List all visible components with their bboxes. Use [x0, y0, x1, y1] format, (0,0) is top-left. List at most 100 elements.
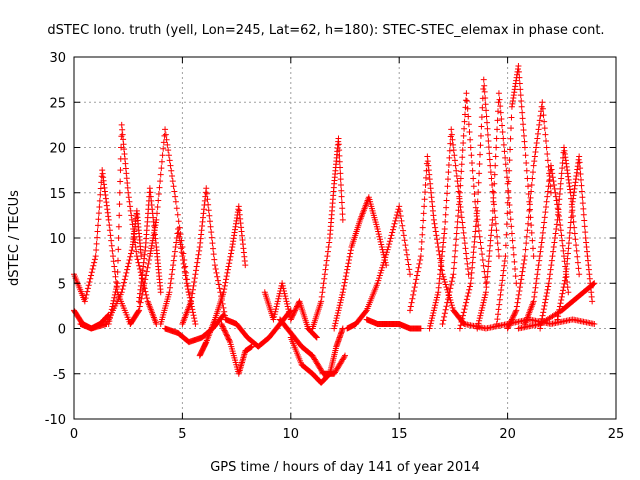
data-point	[116, 189, 123, 196]
data-point	[542, 299, 549, 306]
x-tick-label: 0	[70, 427, 78, 442]
data-point	[540, 112, 547, 119]
data-point	[335, 307, 342, 314]
data-point	[318, 298, 325, 305]
data-point	[337, 176, 344, 183]
data-point	[533, 144, 540, 151]
data-point	[97, 185, 104, 192]
data-point	[379, 262, 386, 269]
data-point	[93, 240, 100, 247]
data-point	[418, 238, 425, 245]
data-point	[507, 216, 514, 223]
data-point	[478, 123, 485, 130]
data-point	[490, 201, 497, 208]
data-point	[338, 199, 345, 206]
data-point	[412, 280, 419, 287]
data-point	[441, 276, 448, 283]
data-point	[526, 201, 533, 208]
data-point	[537, 248, 544, 255]
data-point	[528, 222, 535, 229]
data-point	[115, 246, 122, 253]
data-point	[444, 296, 451, 303]
data-point	[90, 262, 97, 269]
data-point	[442, 306, 449, 313]
data-point	[224, 266, 231, 273]
data-point	[336, 147, 343, 154]
data-point	[522, 246, 529, 253]
data-point	[135, 259, 142, 266]
data-point	[544, 286, 551, 293]
data-point	[539, 105, 546, 112]
data-point	[335, 141, 342, 148]
data-point	[385, 244, 392, 251]
data-point	[470, 183, 477, 190]
data-point	[548, 166, 555, 173]
data-point	[494, 316, 501, 323]
data-point	[154, 203, 161, 210]
data-point	[464, 266, 471, 273]
data-point	[123, 269, 130, 276]
data-point	[396, 208, 403, 215]
data-point	[542, 131, 549, 138]
data-point	[113, 278, 120, 285]
data-point	[480, 262, 487, 269]
data-point	[531, 153, 538, 160]
data-point	[175, 218, 182, 225]
data-point	[474, 207, 481, 214]
data-point	[528, 188, 535, 195]
data-point	[183, 276, 190, 283]
data-point	[538, 244, 545, 251]
data-point	[498, 282, 505, 289]
y-tick-label: -10	[45, 413, 66, 428]
data-point	[172, 244, 179, 251]
data-point	[565, 289, 572, 296]
data-point	[95, 222, 102, 229]
data-point	[458, 161, 465, 168]
data-point	[414, 272, 421, 279]
data-point	[281, 290, 288, 297]
data-point	[464, 97, 471, 104]
data-point	[203, 190, 210, 197]
data-point	[462, 111, 469, 118]
data-point	[216, 285, 223, 292]
data-point	[551, 185, 558, 192]
data-point	[574, 259, 581, 266]
data-point	[483, 278, 490, 285]
data-point	[272, 308, 279, 315]
data-point	[456, 325, 463, 332]
data-point	[322, 266, 329, 273]
data-point	[433, 297, 440, 304]
data-point	[336, 302, 343, 309]
data-point	[399, 222, 406, 229]
data-point	[421, 196, 428, 203]
data-point	[112, 273, 119, 280]
x-tick-label: 10	[283, 427, 300, 442]
data-point	[541, 302, 548, 309]
data-point	[551, 235, 558, 241]
data-point	[430, 307, 437, 314]
data-point	[184, 283, 191, 290]
data-point	[502, 242, 509, 249]
data-point	[470, 175, 477, 182]
data-point	[539, 99, 546, 106]
data-point	[512, 309, 519, 316]
data-point	[337, 164, 344, 171]
data-point	[516, 80, 523, 87]
data-point	[556, 191, 563, 198]
data-point	[211, 256, 218, 263]
data-point	[459, 219, 466, 226]
data-point	[559, 290, 566, 297]
data-point	[511, 258, 518, 265]
data-point	[171, 188, 178, 195]
data-point	[378, 244, 385, 251]
data-point	[191, 275, 198, 282]
data-point	[570, 218, 577, 225]
data-point	[224, 333, 231, 340]
data-point	[137, 299, 144, 306]
data-point	[487, 169, 494, 176]
data-point	[518, 276, 525, 283]
data-point	[531, 158, 538, 165]
data-point	[477, 239, 484, 246]
data-point	[496, 301, 503, 308]
data-point	[290, 309, 297, 316]
